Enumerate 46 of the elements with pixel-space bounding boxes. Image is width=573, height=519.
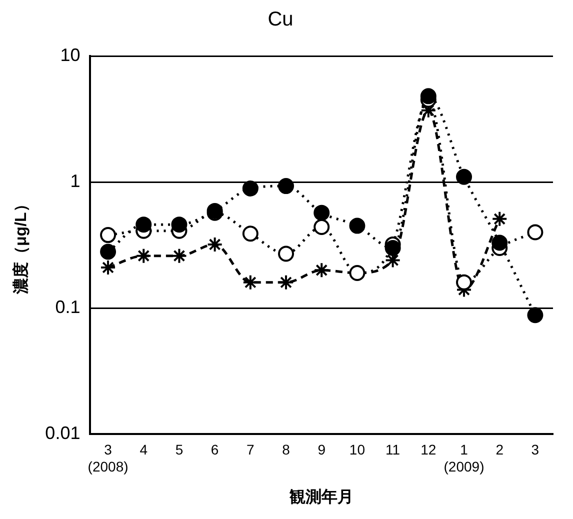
x-axis-title: 観測年月 bbox=[288, 488, 354, 506]
point bbox=[527, 224, 544, 240]
chart-title: Cu bbox=[268, 8, 294, 31]
point bbox=[278, 274, 294, 290]
x-tick-label: 1 (2009) bbox=[444, 441, 484, 474]
point bbox=[314, 219, 330, 236]
y-tick-label: 1 bbox=[70, 171, 80, 192]
x-tick-label: 2 bbox=[496, 441, 504, 458]
x-tick-label: 8 bbox=[282, 441, 290, 458]
x-tick-label: 3 bbox=[531, 441, 540, 458]
point bbox=[242, 274, 258, 290]
x-tick-label: 12 bbox=[420, 441, 436, 458]
y-tick-label: 0.01 bbox=[45, 423, 80, 444]
point bbox=[100, 244, 116, 260]
point bbox=[242, 226, 258, 242]
point bbox=[278, 178, 294, 194]
point bbox=[314, 204, 330, 221]
x-tick-label: 11 bbox=[386, 441, 400, 458]
point bbox=[206, 236, 223, 252]
point bbox=[314, 262, 330, 278]
point bbox=[456, 274, 472, 290]
x-tick-label: 6 bbox=[210, 441, 219, 458]
x-tick-label: 10 bbox=[349, 441, 366, 458]
point bbox=[136, 248, 152, 264]
y-tick-label: 10 bbox=[60, 44, 80, 65]
x-tick-label: 5 bbox=[175, 441, 184, 458]
x-tick-label: 4 bbox=[140, 441, 148, 458]
point bbox=[171, 248, 188, 264]
point bbox=[456, 168, 472, 185]
point bbox=[527, 307, 544, 324]
point bbox=[100, 260, 116, 276]
point bbox=[492, 234, 508, 251]
x-tick-label: 3 (2008) bbox=[88, 441, 128, 474]
point bbox=[492, 210, 508, 227]
point bbox=[100, 227, 116, 244]
x-tick-label: 9 bbox=[318, 441, 326, 458]
point bbox=[384, 240, 401, 256]
point bbox=[349, 218, 366, 234]
point bbox=[136, 216, 152, 233]
x-tick-label: 7 bbox=[246, 441, 255, 458]
point bbox=[242, 180, 258, 196]
y-tick-label: 0.1 bbox=[55, 297, 80, 318]
point bbox=[171, 216, 188, 233]
point bbox=[278, 246, 294, 262]
y-axis-title: 濃度（μg/L） bbox=[11, 196, 30, 295]
point bbox=[420, 88, 436, 104]
